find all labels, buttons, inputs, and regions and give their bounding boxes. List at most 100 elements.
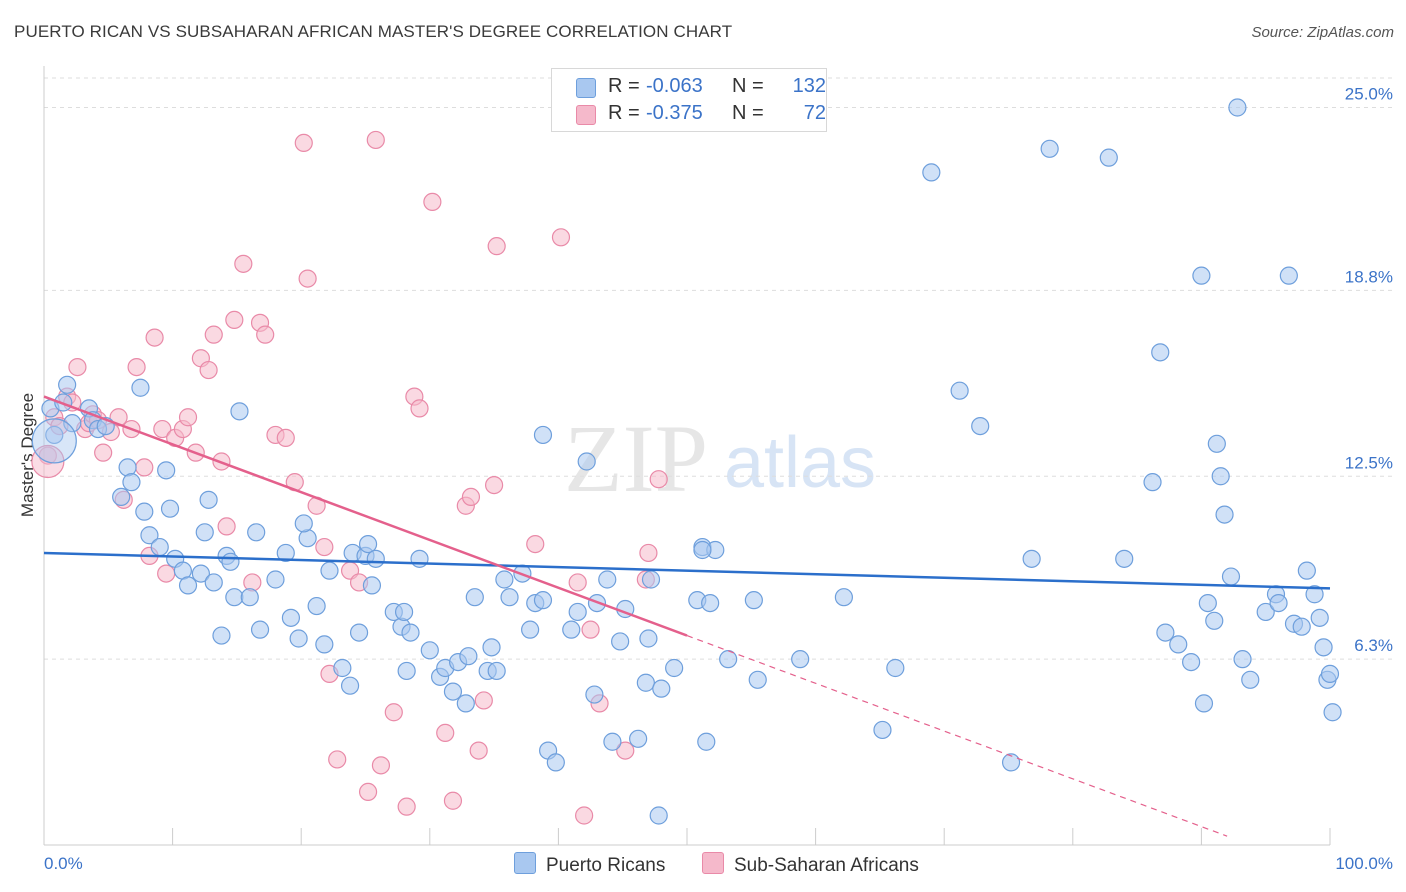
- data-point-puerto-ricans: [639, 629, 658, 648]
- data-point-puerto-ricans: [521, 620, 540, 639]
- data-point-puerto-ricans: [281, 608, 301, 627]
- data-point-puerto-ricans: [1292, 617, 1311, 636]
- data-point-puerto-ricans: [1320, 664, 1340, 684]
- x-tick-label: 100.0%: [1335, 854, 1393, 873]
- data-point-puerto-ricans: [1228, 98, 1247, 117]
- data-point-puerto-ricans: [459, 647, 478, 666]
- data-point-puerto-ricans: [791, 650, 810, 669]
- y-tick-label: 25.0%: [1345, 85, 1393, 104]
- data-point-puerto-ricans: [719, 650, 738, 669]
- data-point-puerto-ricans: [63, 414, 82, 433]
- data-point-puerto-ricans: [1297, 561, 1316, 580]
- data-point-puerto-ricans: [697, 732, 716, 751]
- data-point-puerto-ricans: [922, 163, 941, 182]
- data-point-sub-saharan-africans: [315, 537, 334, 557]
- trend-line-sub-saharan-africans: [43, 395, 688, 637]
- data-point-sub-saharan-africans: [366, 130, 385, 150]
- data-point-puerto-ricans: [665, 658, 684, 678]
- data-point-sub-saharan-africans: [94, 443, 113, 462]
- data-point-puerto-ricans: [1310, 608, 1329, 627]
- data-point-puerto-ricans: [1115, 549, 1134, 568]
- data-point-puerto-ricans: [568, 602, 587, 622]
- data-point-puerto-ricans: [1233, 650, 1252, 669]
- y-tick-label: 18.8%: [1345, 267, 1393, 286]
- legend-r-value: -0.063: [646, 75, 703, 97]
- data-point-puerto-ricans: [611, 632, 630, 651]
- data-point-puerto-ricans: [1001, 753, 1021, 772]
- data-point-sub-saharan-africans: [443, 791, 463, 810]
- trend-line-puerto-ricans: [43, 551, 1331, 590]
- data-point-puerto-ricans: [131, 378, 150, 397]
- data-point-puerto-ricans: [748, 670, 767, 689]
- data-point-sub-saharan-africans: [298, 269, 317, 288]
- legend-r-value: -0.375: [646, 102, 703, 124]
- data-point-puerto-ricans: [533, 425, 553, 445]
- data-point-puerto-ricans: [199, 490, 218, 509]
- data-point-puerto-ricans: [112, 487, 131, 506]
- data-point-sub-saharan-africans: [575, 806, 594, 825]
- data-point-puerto-ricans: [886, 658, 905, 678]
- data-point-sub-saharan-africans: [469, 741, 488, 760]
- legend-n-value: 72: [803, 102, 826, 124]
- data-point-sub-saharan-africans: [127, 358, 146, 377]
- data-point-puerto-ricans: [533, 591, 553, 610]
- data-point-puerto-ricans: [950, 381, 969, 400]
- data-point-puerto-ricans: [150, 537, 169, 557]
- data-point-puerto-ricans: [397, 661, 416, 681]
- watermark: ZIP atlas: [564, 405, 876, 512]
- series-puerto-ricans: [31, 98, 1342, 825]
- legend-n-value: 132: [792, 75, 826, 97]
- data-point-puerto-ricans: [204, 573, 223, 592]
- data-point-puerto-ricans: [744, 591, 763, 610]
- data-point-puerto-ricans: [1182, 652, 1201, 672]
- data-point-sub-saharan-africans: [581, 620, 600, 639]
- data-point-puerto-ricans: [603, 732, 622, 751]
- data-point-puerto-ricans: [1151, 343, 1170, 362]
- data-point-sub-saharan-africans: [328, 750, 347, 769]
- data-point-puerto-ricans: [1215, 505, 1234, 524]
- data-point-puerto-ricans: [362, 576, 382, 595]
- trend-extension-sub-saharan-africans: [686, 634, 1228, 837]
- data-point-sub-saharan-africans: [294, 133, 313, 152]
- data-point-puerto-ricans: [1099, 148, 1118, 167]
- data-point-puerto-ricans: [157, 461, 176, 480]
- data-point-puerto-ricans: [1207, 434, 1226, 453]
- data-point-sub-saharan-africans: [384, 703, 403, 722]
- data-point-puerto-ricans: [1211, 467, 1230, 486]
- data-point-puerto-ricans: [1305, 585, 1324, 604]
- data-point-puerto-ricans: [641, 570, 661, 589]
- legend-swatch-blue: [576, 78, 596, 98]
- data-point-puerto-ricans: [971, 417, 990, 436]
- source-label: Source: ZipAtlas.com: [1251, 24, 1394, 41]
- data-point-puerto-ricans: [320, 561, 339, 580]
- data-point-puerto-ricans: [598, 570, 617, 589]
- data-point-puerto-ricans: [465, 588, 484, 607]
- data-point-puerto-ricans: [577, 452, 596, 471]
- data-point-sub-saharan-africans: [358, 782, 378, 802]
- data-point-sub-saharan-africans: [487, 237, 506, 256]
- bottom-legend-sub-saharan-africans: Sub-Saharan Africans: [702, 852, 919, 877]
- data-point-puerto-ricans: [247, 523, 266, 542]
- data-point-puerto-ricans: [636, 673, 655, 692]
- data-point-puerto-ricans: [178, 576, 198, 595]
- data-point-puerto-ricans: [160, 499, 180, 518]
- data-point-puerto-ricans: [834, 588, 853, 607]
- data-point-sub-saharan-africans: [423, 192, 442, 211]
- data-point-sub-saharan-africans: [243, 573, 262, 592]
- bottom-legend-puerto-ricans: Puerto Ricans: [514, 852, 665, 877]
- data-point-puerto-ricans: [349, 623, 369, 642]
- data-point-puerto-ricans: [45, 425, 64, 445]
- data-point-puerto-ricans: [562, 620, 581, 639]
- data-point-puerto-ricans: [693, 540, 712, 560]
- y-tick-label: 12.5%: [1345, 453, 1393, 472]
- data-point-sub-saharan-africans: [461, 487, 481, 506]
- series-sub-saharan-africans: [31, 130, 668, 825]
- tick-labels: 6.3% 12.5% 18.8% 25.0% 0.0% 100.0%: [44, 85, 1393, 874]
- data-point-puerto-ricans: [1205, 611, 1224, 630]
- y-tick-label: 6.3%: [1354, 636, 1393, 655]
- data-point-sub-saharan-africans: [474, 691, 493, 710]
- data-point-puerto-ricans: [652, 679, 671, 698]
- data-point-sub-saharan-africans: [234, 254, 253, 273]
- data-point-sub-saharan-africans: [410, 399, 429, 418]
- chart-title: PUERTO RICAN VS SUBSAHARAN AFRICAN MASTE…: [14, 22, 733, 41]
